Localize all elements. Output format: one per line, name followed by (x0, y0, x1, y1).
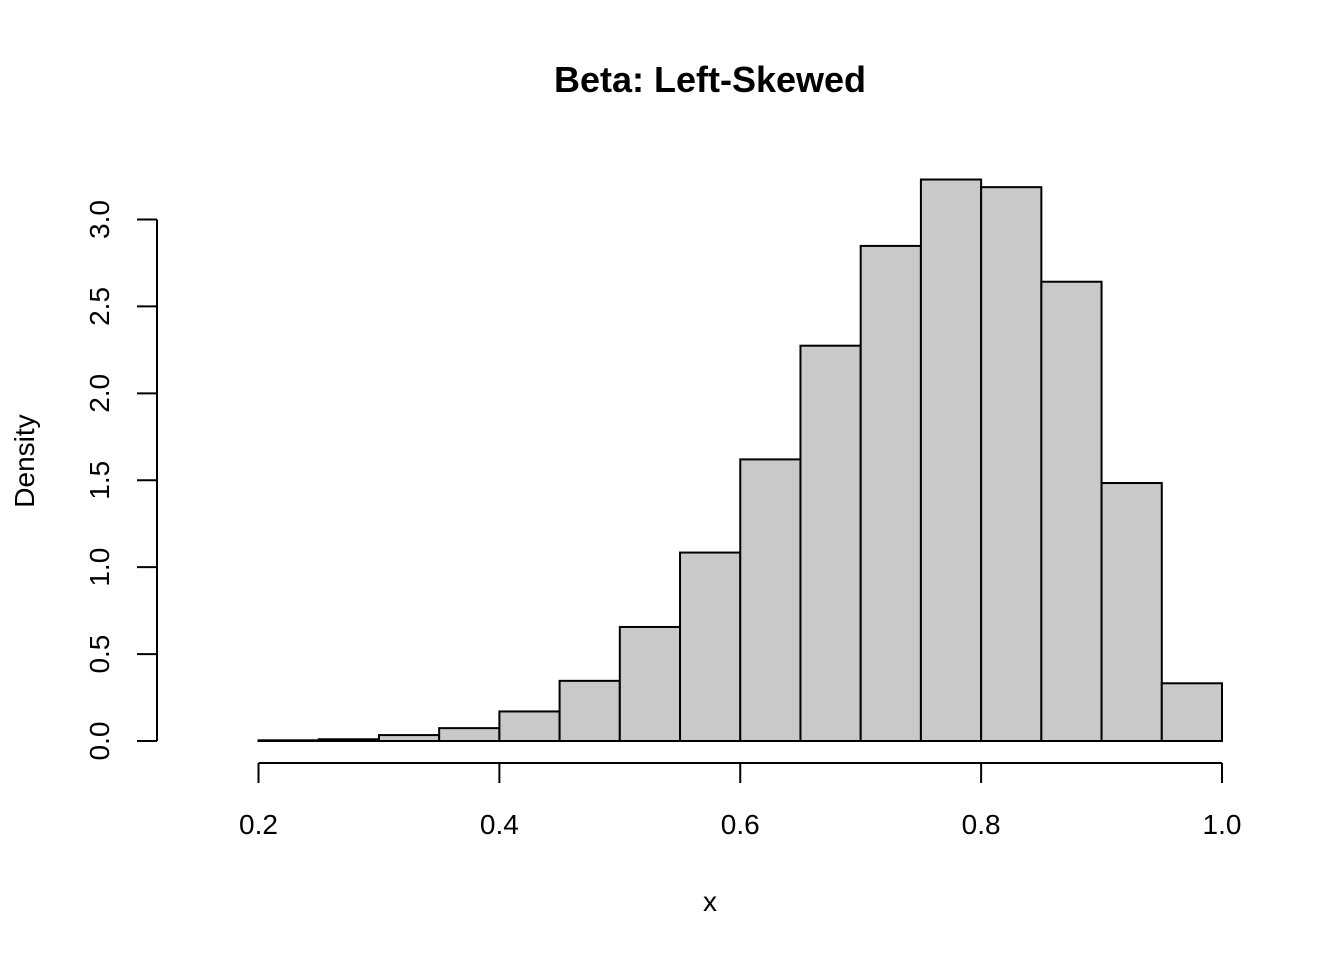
histogram-bar (377, 734, 441, 743)
x-tick-label: 1.0 (1203, 809, 1242, 840)
y-tick-label: 0.0 (84, 722, 115, 761)
x-axis: 0.2 0.4 0.6 0.8 1.0 (239, 762, 1242, 840)
y-tick-label: 2.0 (84, 374, 115, 413)
histogram-bar (558, 679, 621, 742)
x-axis-label: x (703, 886, 717, 917)
x-tick-label: 0.6 (721, 809, 760, 840)
x-tick-label: 0.4 (480, 809, 519, 840)
histogram-bar (679, 551, 742, 742)
histogram-bar (799, 344, 862, 742)
histogram-bar (1100, 482, 1163, 742)
y-tick-label: 1.5 (84, 461, 115, 500)
histogram-bar (739, 458, 802, 742)
histogram-bar (1160, 682, 1224, 742)
histogram-bar (317, 738, 380, 743)
histogram-bar (498, 710, 561, 743)
y-tick-label: 1.0 (84, 548, 115, 587)
histogram-bar (919, 178, 983, 742)
x-tick-label: 0.2 (239, 809, 278, 840)
y-tick-label: 0.5 (84, 635, 115, 674)
histogram-bar (980, 186, 1043, 743)
y-axis-label: Density (9, 414, 40, 507)
y-tick-label: 3.0 (84, 200, 115, 239)
x-tick-label: 0.8 (962, 809, 1001, 840)
histogram-bar (257, 739, 320, 742)
chart-title: Beta: Left-Skewed (554, 59, 866, 100)
y-axis: 0.0 0.5 1.0 1.5 2.0 2.5 3.0 (84, 200, 158, 761)
bars-group (257, 178, 1224, 743)
histogram-bar (438, 727, 501, 743)
histogram-bar (1040, 280, 1103, 742)
histogram-bar (618, 625, 682, 742)
y-tick-label: 2.5 (84, 287, 115, 326)
histogram-bar (859, 244, 922, 742)
